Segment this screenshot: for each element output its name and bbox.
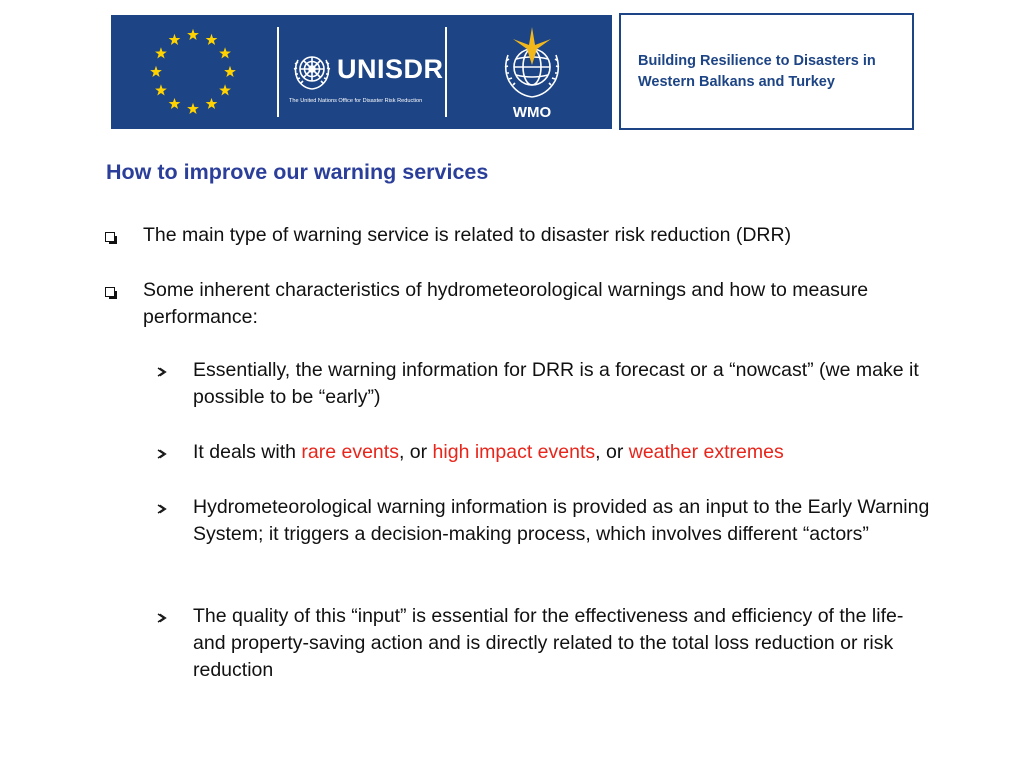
- wmo-logo: WMO: [491, 25, 575, 125]
- arrow-bullet-icon: [157, 613, 167, 623]
- highlight-rare-events: rare events: [301, 441, 399, 463]
- eu-star-icon: [155, 47, 167, 59]
- eu-star-icon: [219, 84, 231, 96]
- arrow-bullet-icon: [157, 449, 167, 459]
- square-bullet-icon: [105, 232, 117, 244]
- header-banner: UNISDR The United Nations Office for Dis…: [111, 15, 612, 129]
- eu-star-icon: [219, 47, 231, 59]
- eu-star-icon: [205, 97, 218, 110]
- project-title: Building Resilience to Disasters in West…: [638, 53, 876, 90]
- eu-star-icon: [168, 97, 181, 110]
- arrow-bullet-icon: [157, 367, 167, 377]
- eu-flag-icon: [150, 28, 236, 115]
- eu-star-icon: [150, 65, 162, 78]
- banner-divider: [445, 27, 447, 117]
- eu-star-icon: [205, 33, 218, 45]
- unisdr-subtitle: The United Nations Office for Disaster R…: [289, 98, 423, 104]
- banner-divider: [277, 27, 279, 117]
- eu-star-icon: [168, 33, 181, 45]
- square-bullet-icon: [105, 287, 117, 299]
- list-item: Some inherent characteristics of hydrome…: [143, 279, 869, 328]
- wmo-emblem-icon: [504, 27, 560, 98]
- highlight-weather-extremes: weather extremes: [628, 441, 784, 463]
- sub-list-item-separator: , or: [595, 441, 629, 463]
- eu-star-icon: [187, 28, 199, 41]
- eu-star-icon: [224, 65, 236, 78]
- highlight-high-impact-events: high impact events: [432, 441, 596, 463]
- sub-list-item-text: It deals with: [193, 441, 302, 463]
- eu-star-icon: [187, 102, 199, 115]
- wmo-name: WMO: [512, 104, 552, 121]
- sub-list-item-separator: , or: [398, 441, 433, 463]
- sub-list-item: It deals with rare events, or high impac…: [193, 439, 938, 466]
- arrow-bullet-icon: [157, 504, 167, 514]
- list-item: The main type of warning service is rela…: [143, 224, 792, 246]
- slide-heading: How to improve our warning services: [106, 160, 489, 184]
- sub-list-item: Hydrometeorological warning information …: [193, 496, 930, 545]
- project-title-box: Building Resilience to Disasters in West…: [619, 13, 914, 130]
- sub-list-item: Essentially, the warning information for…: [193, 359, 919, 408]
- unisdr-logo: UNISDR The United Nations Office for Dis…: [289, 48, 457, 108]
- un-emblem-icon: [293, 56, 331, 90]
- eu-star-icon: [155, 84, 167, 96]
- sub-list-item: The quality of this “input” is essential…: [193, 605, 904, 681]
- unisdr-name: UNISDR: [337, 54, 444, 84]
